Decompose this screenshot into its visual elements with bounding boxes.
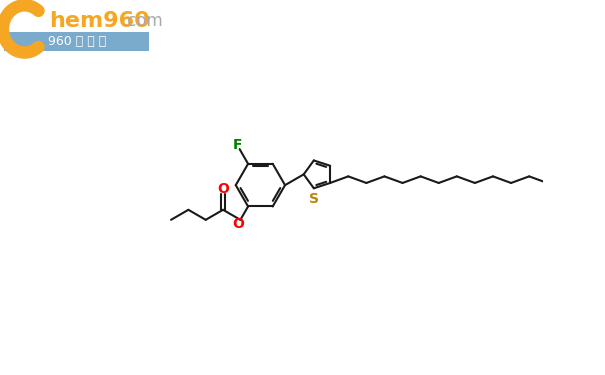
Text: 960 化 工 网: 960 化 工 网 [48, 35, 106, 48]
Text: O: O [232, 217, 244, 231]
FancyBboxPatch shape [4, 32, 149, 51]
Text: O: O [217, 182, 229, 196]
Text: .com: .com [122, 12, 163, 30]
Text: hem960: hem960 [49, 11, 150, 32]
Text: F: F [232, 138, 242, 152]
Text: S: S [309, 192, 319, 206]
